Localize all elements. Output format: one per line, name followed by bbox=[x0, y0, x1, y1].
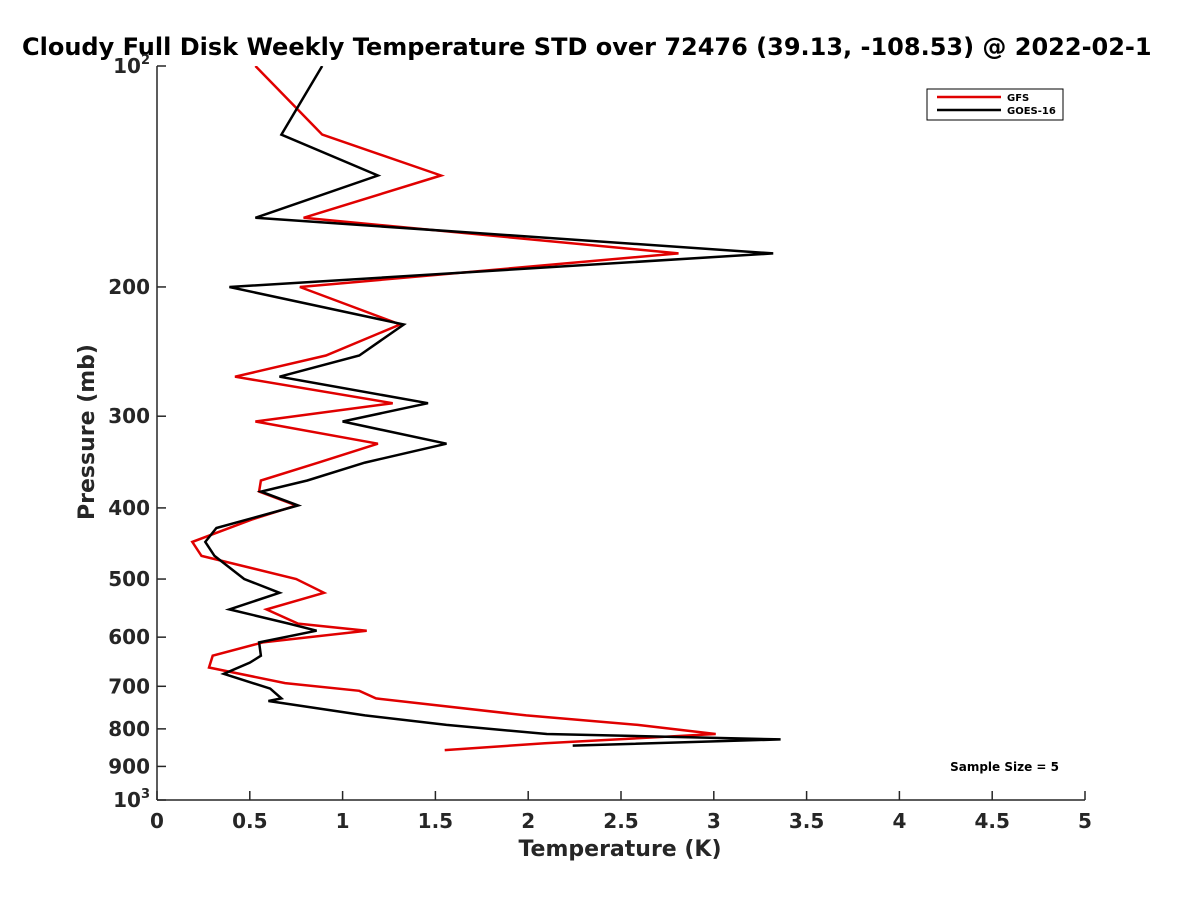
x-tick-label: 3.5 bbox=[789, 809, 824, 833]
x-tick-label: 2.5 bbox=[603, 809, 638, 833]
y-tick-label: 600 bbox=[108, 625, 150, 649]
x-tick-label: 2 bbox=[521, 809, 535, 833]
x-tick-label: 0 bbox=[150, 809, 164, 833]
series-line-goes16 bbox=[203, 66, 781, 747]
x-tick-label: 3 bbox=[707, 809, 721, 833]
y-tick-label: 700 bbox=[108, 674, 150, 698]
x-tick-label: 5 bbox=[1078, 809, 1092, 833]
y-tick-label: 500 bbox=[108, 567, 150, 591]
x-axis-label: Temperature (K) bbox=[518, 837, 721, 862]
legend-label-gfs: GFS bbox=[1007, 93, 1029, 104]
legend: GFS GOES-16 bbox=[926, 88, 1064, 121]
x-tick-label: 4.5 bbox=[974, 809, 1009, 833]
y-tick-label: 103 bbox=[113, 787, 150, 812]
y-tick-label: 800 bbox=[108, 717, 150, 741]
y-axis-label: Pressure (mb) bbox=[75, 344, 100, 520]
legend-box bbox=[926, 88, 1064, 121]
x-tick-label: 1 bbox=[336, 809, 350, 833]
y-tick-label: 300 bbox=[108, 404, 150, 428]
axes-layer: 0 0.5 1 1.5 2 2.5 3 3.5 4 4.5 5 102 200 300 400 500 600 7… bbox=[108, 53, 1092, 833]
sample-size-annotation: Sample Size = 5 bbox=[950, 760, 1059, 774]
y-tick-label: 102 bbox=[113, 53, 150, 78]
y-tick-label: 200 bbox=[108, 275, 150, 299]
y-tick-label: 900 bbox=[108, 754, 150, 778]
legend-label-goes16: GOES-16 bbox=[1007, 106, 1056, 117]
series-layer bbox=[190, 66, 781, 752]
x-tick-label: 0.5 bbox=[232, 809, 267, 833]
x-tick-label: 4 bbox=[892, 809, 906, 833]
x-tick-label: 1.5 bbox=[418, 809, 453, 833]
chart-title: Cloudy Full Disk Weekly Temperature STD … bbox=[22, 33, 1152, 61]
series-line-gfs bbox=[190, 66, 716, 752]
y-tick-label: 400 bbox=[108, 496, 150, 520]
